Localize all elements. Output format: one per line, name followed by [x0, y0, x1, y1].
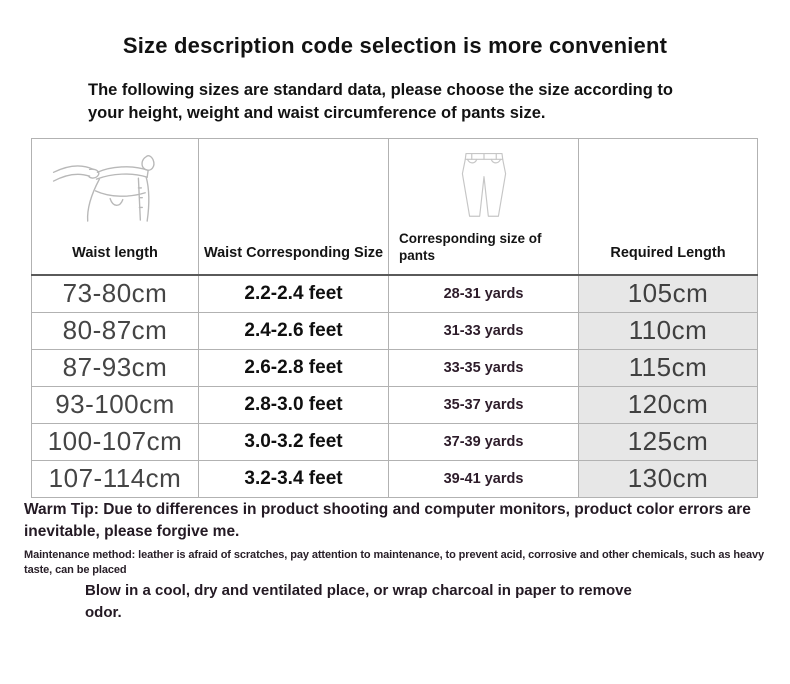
waist-size-cell: 2.6-2.8 feet — [198, 348, 389, 387]
waist-size-cell: 3.0-3.2 feet — [198, 422, 389, 461]
waist-length-cell: 87-93cm — [31, 348, 199, 387]
table-row: 100-107cm 3.0-3.2 feet 37-39 yards 125cm — [31, 422, 758, 461]
header-required-length-label: Required Length — [610, 245, 726, 261]
header-waist-size-label: Waist Corresponding Size — [203, 245, 384, 261]
table-row: 107-114cm 3.2-3.4 feet 39-41 yards 130cm — [31, 459, 758, 498]
waist-size-cell: 3.2-3.4 feet — [198, 459, 389, 498]
required-length-cell: 120cm — [578, 385, 758, 424]
table-row: 87-93cm 2.6-2.8 feet 33-35 yards 115cm — [31, 348, 758, 387]
waist-length-cell: 73-80cm — [31, 274, 199, 313]
page-subtitle: The following sizes are standard data, p… — [88, 81, 673, 122]
pants-size-cell: 33-35 yards — [388, 348, 579, 387]
waist-length-cell: 80-87cm — [31, 311, 199, 350]
required-length-cell: 115cm — [578, 348, 758, 387]
header-waist-size: Waist Corresponding Size — [198, 138, 389, 276]
warm-tip-note: Warm Tip: Due to differences in product … — [24, 501, 751, 540]
required-length-cell: 125cm — [578, 422, 758, 461]
pants-icon — [448, 145, 520, 230]
waist-size-cell: 2.4-2.6 feet — [198, 311, 389, 350]
table-row: 73-80cm 2.2-2.4 feet 28-31 yards 105cm — [31, 274, 758, 313]
table-row: 80-87cm 2.4-2.6 feet 31-33 yards 110cm — [31, 311, 758, 350]
pants-size-cell: 37-39 yards — [388, 422, 579, 461]
header-waist-length: Waist length — [31, 138, 199, 276]
required-length-cell: 130cm — [578, 459, 758, 498]
waist-length-cell: 93-100cm — [31, 385, 199, 424]
pants-size-cell: 35-37 yards — [388, 385, 579, 424]
header-pants-size-label: Corresponding size of pants — [399, 231, 542, 263]
pants-size-cell: 39-41 yards — [388, 459, 579, 498]
header-waist-length-label: Waist length — [72, 245, 158, 261]
pants-size-cell: 28-31 yards — [388, 274, 579, 313]
table-row: 93-100cm 2.8-3.0 feet 35-37 yards 120cm — [31, 385, 758, 424]
header-pants-size: Corresponding size of pants — [388, 138, 579, 276]
page-title: Size description code selection is more … — [122, 33, 668, 58]
header-required-length: Required Length — [578, 138, 758, 276]
waist-size-cell: 2.8-3.0 feet — [198, 385, 389, 424]
waist-length-cell: 107-114cm — [31, 459, 199, 498]
waist-measure-icon — [51, 145, 179, 226]
maintenance-note: Maintenance method: leather is afraid of… — [24, 549, 765, 576]
required-length-cell: 105cm — [578, 274, 758, 313]
waist-length-cell: 100-107cm — [31, 422, 199, 461]
waist-size-cell: 2.2-2.4 feet — [198, 274, 389, 313]
pants-size-cell: 31-33 yards — [388, 311, 579, 350]
size-table: Waist length Waist Corresponding Size — [31, 138, 758, 498]
care-note: Blow in a cool, dry and ventilated place… — [85, 582, 632, 621]
table-header-row: Waist length Waist Corresponding Size — [31, 138, 758, 276]
required-length-cell: 110cm — [578, 311, 758, 350]
